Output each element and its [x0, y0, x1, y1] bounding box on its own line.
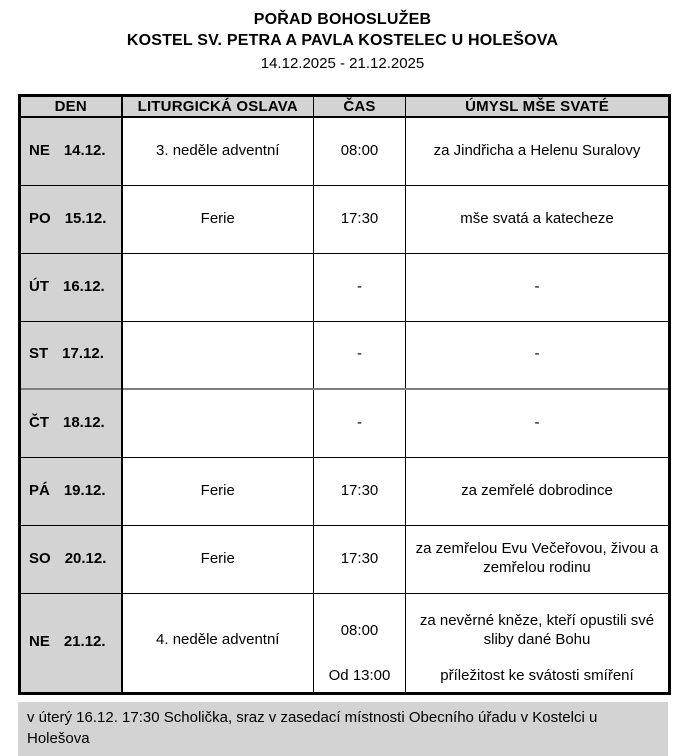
day-abbrev: NE	[29, 633, 50, 651]
liturgical-cell: Ferie	[121, 184, 314, 254]
footer-note: v úterý 16.12. 17:30 Scholička, sraz v z…	[18, 701, 668, 756]
day-date: 14.12.	[63, 141, 106, 159]
day-cell: PÁ 19.12.	[19, 456, 123, 526]
time-cell: 17:30	[313, 456, 406, 526]
table-row-ct-18: ČT 18.12. - -	[19, 388, 670, 458]
page-title: POŘAD BOHOSLUŽEB	[253, 11, 432, 28]
table-row-so-20: SO 20.12. Ferie 17:30 za zemřelou Evu Več…	[19, 524, 670, 594]
table-row-ut-16: ÚT 16.12. - -	[19, 252, 670, 322]
day-cell: ST 17.12.	[19, 320, 123, 390]
liturgical-cell	[121, 252, 314, 322]
liturgical-cell: Ferie	[121, 524, 314, 594]
intention-cell: za nevěrné kněze, kteří opustili své sli…	[405, 592, 670, 694]
intention-cell: -	[405, 252, 670, 322]
time-cell: -	[313, 320, 406, 390]
liturgical-text: 4. neděle adventní	[156, 631, 280, 649]
day-cell: ÚT 16.12.	[19, 252, 123, 322]
intention-cell: mše svatá a katecheze	[405, 184, 670, 254]
day-cell: ČT 18.12.	[19, 388, 123, 458]
day-cell: SO 20.12.	[19, 524, 123, 594]
intention-cell: -	[405, 388, 670, 458]
intention-afternoon: příležitost ke svátosti smíření	[440, 666, 634, 684]
liturgical-cell: 4. neděle adventní	[121, 592, 314, 694]
time-cell: 17:30	[313, 184, 406, 254]
table-row-po-15: PO 15.12. Ferie 17:30 mše svatá a kateche…	[19, 184, 670, 254]
day-date: 17.12.	[62, 345, 104, 363]
intention-cell: -	[405, 320, 670, 390]
day-date: 21.12.	[63, 633, 106, 651]
church-subtitle: KOSTEL SV. PETRA A PAVLA KOSTELEC U HOLE…	[126, 32, 559, 49]
day-abbrev: ÚT	[29, 277, 49, 295]
time-cell: -	[313, 252, 406, 322]
intention-cell: za zemřelou Evu Večeřovou, živou a zemře…	[405, 524, 670, 594]
liturgical-bottom-spacer	[127, 686, 310, 690]
liturgical-cell	[121, 388, 314, 458]
intention-morning: za nevěrné kněze, kteří opustili své sli…	[419, 612, 655, 649]
day-date: 15.12.	[64, 209, 107, 227]
table-row-ne-14: NE 14.12. 3. neděle adventní 08:00 za Jin…	[19, 116, 670, 186]
time-cell: 08:00 Od 13:00	[313, 592, 406, 694]
time-cell: -	[313, 388, 406, 458]
liturgical-cell: Ferie	[121, 456, 314, 526]
day-date: 20.12.	[64, 549, 107, 567]
table-row-st-17: ST 17.12. - -	[19, 320, 670, 390]
table-header-row: DEN LITURGICKÁ OSLAVA ČAS ÚMYSL MŠE SVAT…	[19, 95, 670, 118]
day-abbrev: ST	[29, 345, 49, 363]
time-cell: 08:00	[313, 116, 406, 186]
day-date: 16.12.	[63, 277, 105, 295]
day-abbrev: PO	[29, 209, 51, 227]
document-header: POŘAD BOHOSLUŽEB KOSTEL SV. PETRA A PAVL…	[0, 0, 685, 74]
time-afternoon: Od 13:00	[328, 666, 391, 684]
column-header-intention: ÚMYSL MŠE SVATÉ	[405, 95, 670, 118]
intention-cell: za Jindřicha a Helenu Suralovy	[405, 116, 670, 186]
time-morning: 08:00	[340, 621, 379, 639]
liturgical-cell: 3. neděle adventní	[121, 116, 314, 186]
day-abbrev: NE	[29, 141, 50, 159]
table-row-pa-19: PÁ 19.12. Ferie 17:30 za zemřelé dobrodin…	[19, 456, 670, 526]
schedule-table: DEN LITURGICKÁ OSLAVA ČAS ÚMYSL MŠE SVAT…	[18, 94, 671, 695]
day-abbrev: PÁ	[29, 481, 50, 499]
table-row-ne-21: NE 21.12. 4. neděle adventní 08:00 Od 13:…	[19, 592, 670, 694]
day-abbrev: SO	[29, 549, 51, 567]
column-header-den: DEN	[19, 95, 123, 118]
liturgical-cell	[121, 320, 314, 390]
intention-cell: za zemřelé dobrodince	[405, 456, 670, 526]
column-header-time: ČAS	[313, 95, 406, 118]
day-cell: NE 14.12.	[19, 116, 123, 186]
time-cell: 17:30	[313, 524, 406, 594]
day-date: 18.12.	[63, 413, 105, 431]
day-cell: PO 15.12.	[19, 184, 123, 254]
day-date: 19.12.	[63, 481, 106, 499]
day-abbrev: ČT	[29, 413, 49, 431]
date-range: 14.12.2025 - 21.12.2025	[260, 55, 425, 72]
column-header-liturgical: LITURGICKÁ OSLAVA	[121, 95, 314, 118]
day-cell: NE 21.12.	[19, 592, 123, 694]
